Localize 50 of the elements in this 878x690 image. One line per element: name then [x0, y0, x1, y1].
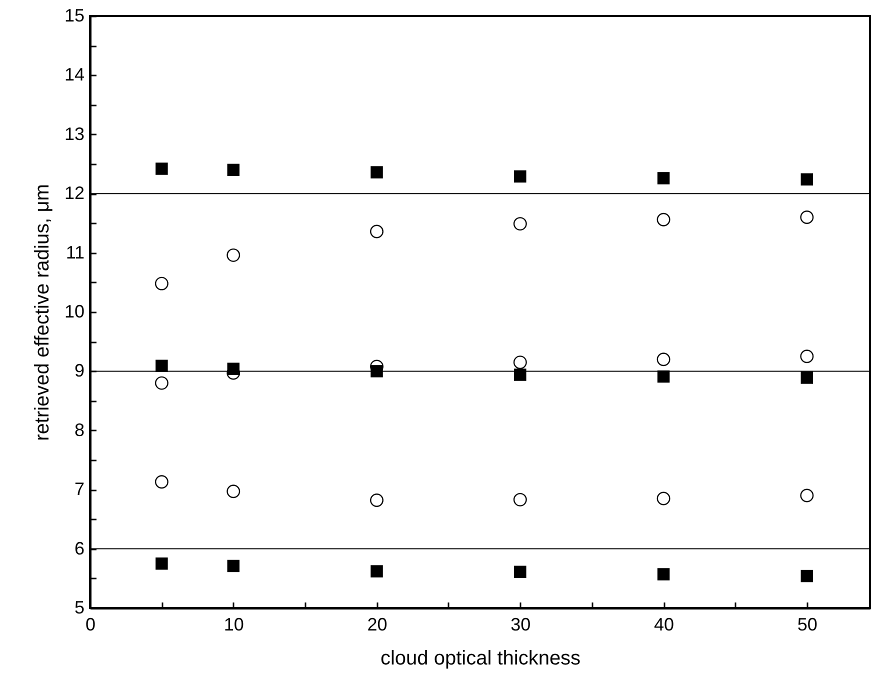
point [226, 484, 240, 498]
point [370, 565, 383, 578]
point [514, 368, 526, 381]
point [156, 360, 168, 372]
y-tick-label: 5 [74, 598, 84, 618]
y-axis-title: retrieved effective radius, μm [31, 184, 54, 441]
point [513, 217, 527, 231]
point [656, 352, 670, 366]
point [657, 568, 670, 580]
x-tick-label: 30 [510, 614, 531, 634]
point [370, 166, 383, 178]
point [514, 566, 526, 578]
y-tick-label: 11 [66, 242, 84, 262]
y-tick-label: 14 [64, 64, 84, 85]
x-tick-label: 20 [367, 614, 388, 634]
x-tick-label: 0 [85, 614, 96, 634]
y-tick-label: 15 [64, 6, 84, 26]
point [656, 492, 670, 506]
point [800, 488, 814, 502]
y-tick-label: 9 [74, 360, 84, 381]
point [514, 170, 526, 183]
x-tick-label: 10 [224, 614, 244, 634]
point [800, 372, 814, 384]
point [226, 248, 240, 262]
y-tick-label: 6 [74, 538, 84, 558]
point [513, 492, 527, 506]
y-tick-label: 8 [74, 420, 84, 440]
point [657, 172, 670, 184]
y-tick-label: 12 [64, 183, 84, 204]
point [154, 376, 168, 390]
y-tick-label: 13 [64, 124, 84, 144]
point [154, 475, 168, 489]
point [800, 210, 814, 224]
point [156, 557, 168, 570]
x-tick-label: 40 [654, 614, 674, 634]
point [227, 164, 240, 176]
x-axis-title: cloud optical thickness [380, 648, 581, 670]
point [656, 212, 670, 226]
point [800, 173, 814, 186]
y-tick-label: 7 [74, 479, 84, 500]
point [154, 276, 168, 290]
point [513, 356, 527, 370]
point [227, 560, 240, 572]
y-tick-label: 10 [64, 302, 84, 322]
point [800, 350, 814, 364]
x-tick-label: 50 [797, 614, 818, 634]
point [156, 162, 168, 175]
point [800, 570, 814, 582]
point [370, 494, 384, 507]
point [370, 224, 384, 238]
